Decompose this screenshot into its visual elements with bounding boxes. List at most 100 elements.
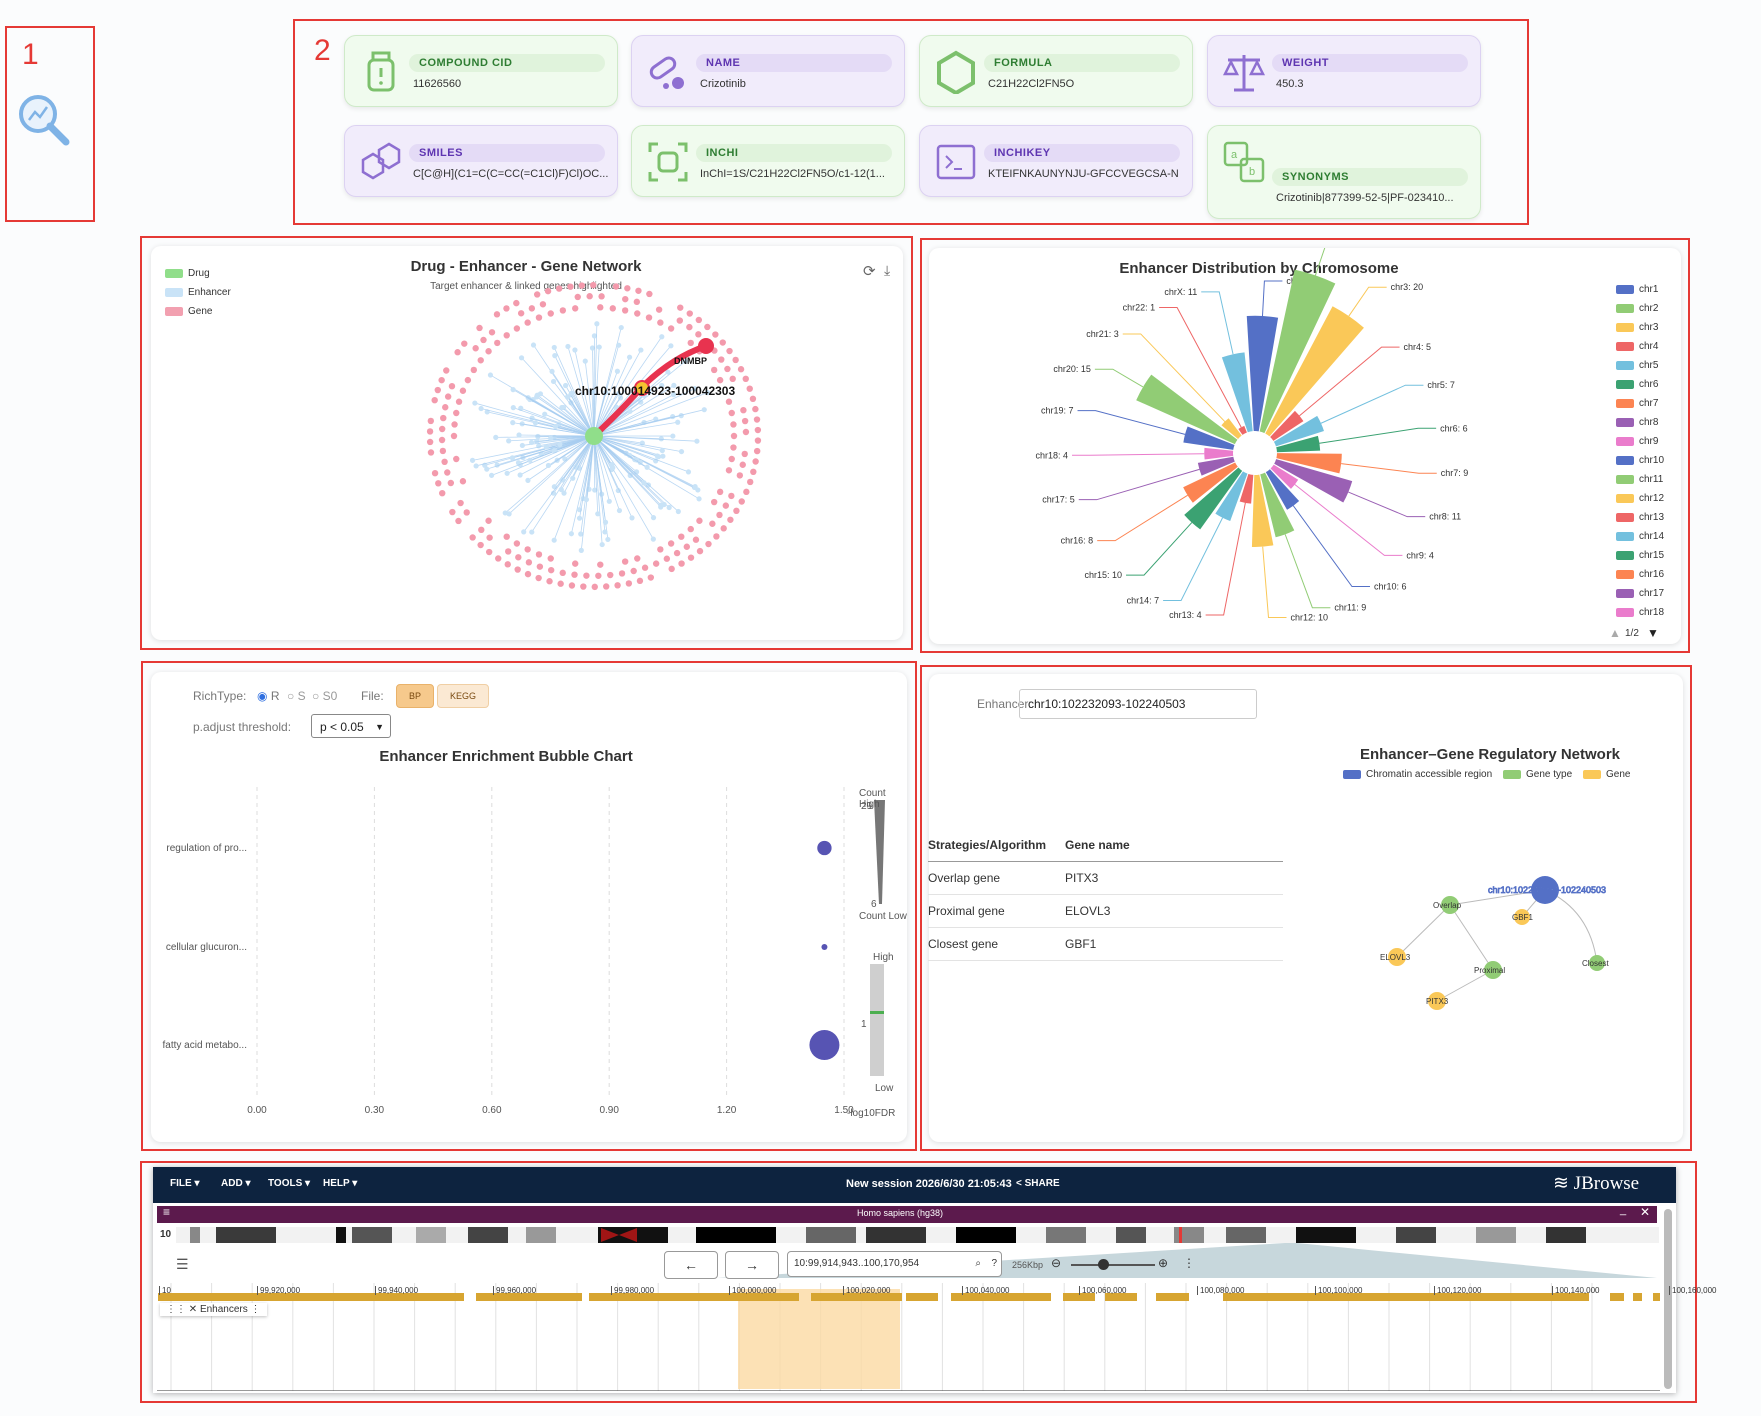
rose-label-chr16: chr16: 8 xyxy=(1061,536,1094,546)
enhancer-node xyxy=(578,547,584,553)
chrom-title: Enhancer Distribution by Chromosome xyxy=(1119,260,1399,277)
legend-chr17[interactable]: chr17 xyxy=(1616,588,1664,599)
legend-chr2[interactable]: chr2 xyxy=(1616,303,1658,314)
enhancer-node xyxy=(509,455,515,461)
radio-r[interactable]: ◉ R xyxy=(257,689,280,703)
legend-chr6[interactable]: chr6 xyxy=(1616,379,1658,390)
ruler-tick-label: 100,040,000 xyxy=(962,1286,1010,1295)
node-closest-label: Closest xyxy=(1582,959,1609,968)
track-area[interactable] xyxy=(157,1283,1660,1391)
menu-add[interactable]: ADD ▾ xyxy=(221,1178,251,1189)
legend-chr11[interactable]: chr11 xyxy=(1616,474,1663,485)
rose-bar-chr22 xyxy=(1238,425,1247,435)
ruler-tick-label: 100,100,000 xyxy=(1315,1286,1363,1295)
legend-chr5[interactable]: chr5 xyxy=(1616,360,1658,371)
legend-chr9[interactable]: chr9 xyxy=(1616,436,1658,447)
session-name[interactable]: New session 2026/6/30 21:05:43 xyxy=(846,1178,1012,1190)
legend-next-icon[interactable]: ▼ xyxy=(1647,626,1659,640)
zoom-out-icon[interactable]: ⊖ xyxy=(1051,1256,1062,1270)
legend-chr1[interactable]: chr1 xyxy=(1616,284,1658,295)
drag-handle-icon[interactable]: ⋮⋮ xyxy=(166,1304,186,1315)
legend-chr10[interactable]: chr10 xyxy=(1616,455,1664,466)
enhancer-node xyxy=(591,333,598,339)
gene-node xyxy=(559,307,567,314)
enhancer-node xyxy=(638,347,644,353)
view-menu-icon[interactable]: ≡ xyxy=(163,1205,171,1219)
pan-right-button[interactable]: → xyxy=(725,1251,779,1279)
enhancer-node xyxy=(704,390,711,396)
rose-bar-chr4 xyxy=(1270,410,1304,441)
legend-gene[interactable]: Gene xyxy=(165,306,212,317)
rose-label-chr13: chr13: 4 xyxy=(1169,610,1202,620)
regnet-graph[interactable]: chr10:102232093-102240503 Overlap GBF1 E… xyxy=(1360,860,1660,1020)
legend-chromatin[interactable]: Chromatin accessible region xyxy=(1343,769,1492,780)
legend-gene-type[interactable]: Gene type xyxy=(1503,769,1572,780)
scrollbar[interactable] xyxy=(1664,1209,1672,1389)
more-options-icon[interactable]: ⋮ xyxy=(1183,1256,1195,1270)
legend-chr3[interactable]: chr3 xyxy=(1616,322,1658,333)
gene-node xyxy=(741,417,749,425)
file-kegg-button[interactable]: KEGG xyxy=(437,684,489,708)
legend-chr16[interactable]: chr16 xyxy=(1616,569,1664,580)
compound-card: SMILES C[C@H](C1=C(C=CC(=C1Cl)F)Cl)OC... xyxy=(344,125,618,197)
close-view-icon[interactable]: ✕ xyxy=(1640,1205,1651,1219)
share-button[interactable]: < SHARE xyxy=(1016,1178,1060,1189)
gene-node xyxy=(718,356,725,363)
track-selector-icon[interactable]: ☰ xyxy=(176,1256,189,1272)
zoom-slider[interactable] xyxy=(1071,1264,1155,1266)
enhancers-track-label[interactable]: ⋮⋮ ✕ Enhancers ⋮ xyxy=(160,1303,267,1316)
gene-node xyxy=(485,517,492,524)
rose-label-chr20: chr20: 15 xyxy=(1053,364,1091,374)
refresh-icon[interactable]: ⟳ xyxy=(863,263,876,280)
ruler-tick-label: 99,940,000 xyxy=(375,1286,418,1295)
enhancer-node xyxy=(529,529,535,535)
gene-node xyxy=(618,570,626,577)
enhancer-node xyxy=(596,344,602,350)
locus-input[interactable]: 10:99,914,943..100,170,954 ⌕? xyxy=(787,1251,1002,1277)
gene-node xyxy=(517,310,525,317)
network-graph[interactable] xyxy=(151,246,903,640)
minimize-icon[interactable]: _ xyxy=(1620,1204,1627,1216)
threshold-select[interactable]: p < 0.05 ▼ xyxy=(311,714,391,738)
enhancer-node xyxy=(641,480,647,486)
legend-chr8[interactable]: chr8 xyxy=(1616,417,1658,428)
menu-tools[interactable]: TOOLS ▾ xyxy=(268,1178,311,1189)
download-icon[interactable]: ⤓ xyxy=(884,262,891,278)
zoom-slider-thumb[interactable] xyxy=(1098,1259,1109,1270)
help-icon[interactable]: ? xyxy=(991,1258,997,1269)
gene-node xyxy=(438,436,446,444)
legend-chr7[interactable]: chr7 xyxy=(1616,398,1658,409)
legend-chr15[interactable]: chr15 xyxy=(1616,550,1664,561)
zoom-in-icon[interactable]: ⊕ xyxy=(1158,1256,1169,1270)
menu-file[interactable]: FILE ▾ xyxy=(170,1178,200,1189)
marker-2: 2 xyxy=(314,34,331,67)
gene-node xyxy=(572,560,579,567)
menu-help[interactable]: HELP ▾ xyxy=(323,1178,358,1189)
search-icon[interactable]: ⌕ xyxy=(975,1258,981,1269)
radio-s[interactable]: ○ S xyxy=(287,689,306,703)
gene-node xyxy=(754,426,762,434)
legend-chr14[interactable]: chr14 xyxy=(1616,531,1664,542)
rose-bar-chr11 xyxy=(1260,472,1295,538)
legend-chr13[interactable]: chr13 xyxy=(1616,512,1664,523)
pan-left-button[interactable]: ← xyxy=(664,1251,718,1279)
legend-chr4[interactable]: chr4 xyxy=(1616,341,1658,352)
legend-prev-icon[interactable]: ▲ xyxy=(1609,626,1621,640)
enhancer-node xyxy=(599,541,605,548)
radio-s0[interactable]: ○ S0 xyxy=(312,689,338,703)
track-menu-icon[interactable]: ⋮ xyxy=(250,1304,261,1315)
enhancer-input[interactable]: chr10:102232093-102240503 xyxy=(1019,689,1257,719)
close-track-icon[interactable]: ✕ xyxy=(188,1304,198,1315)
legend-enhancer[interactable]: Enhancer xyxy=(165,287,231,298)
enhancer-node xyxy=(626,354,633,360)
file-bp-button[interactable]: BP xyxy=(396,684,434,708)
legend-gene-node[interactable]: Gene xyxy=(1583,769,1630,780)
legend-drug[interactable]: Drug xyxy=(165,268,210,279)
legend-chr12[interactable]: chr12 xyxy=(1616,493,1664,504)
legend-chr18[interactable]: chr18 xyxy=(1616,607,1664,618)
ideogram[interactable] xyxy=(176,1227,1659,1243)
gene-node xyxy=(427,449,435,456)
gene-node xyxy=(470,366,478,374)
search-chart-icon[interactable] xyxy=(16,92,72,148)
gene-node xyxy=(647,574,655,581)
